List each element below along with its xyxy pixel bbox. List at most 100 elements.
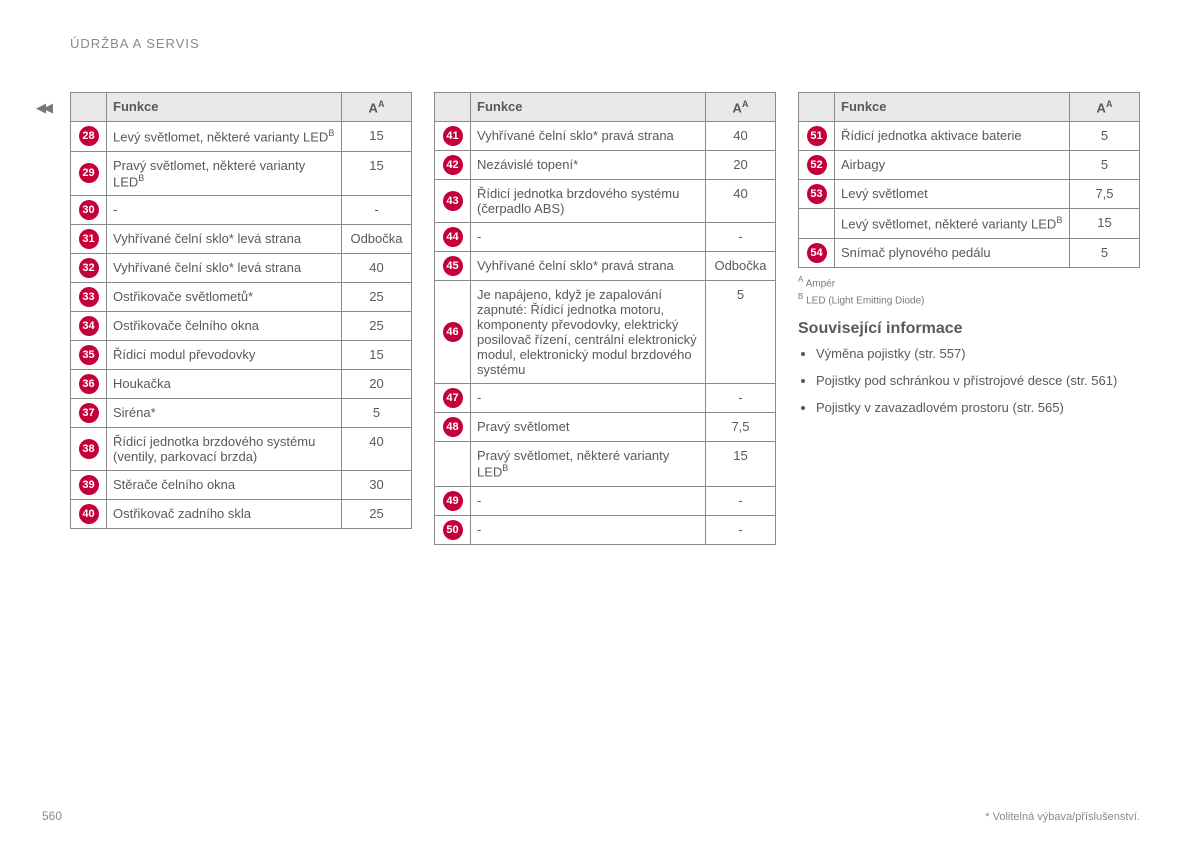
fuse-badge: 53 xyxy=(807,184,827,204)
amp-cell: 5 xyxy=(1070,151,1140,180)
header-blank xyxy=(435,93,471,122)
amp-cell: 20 xyxy=(706,151,776,180)
amp-cell: 15 xyxy=(706,442,776,486)
fuse-badge: 45 xyxy=(443,256,463,276)
fuse-badge: 40 xyxy=(79,504,99,524)
amp-cell: 5 xyxy=(706,281,776,384)
fuse-table-1: Funkce AA 28Levý světlomet, některé vari… xyxy=(70,92,412,529)
fuse-badge: 33 xyxy=(79,287,99,307)
function-cell: Vyhřívané čelní sklo* levá strana xyxy=(107,253,342,282)
function-cell: - xyxy=(471,486,706,515)
fuse-table-3: Funkce AA 51 Řídicí jednotka aktivace bat… xyxy=(798,92,1140,268)
related-item: Výměna pojistky (str. 557) xyxy=(816,344,1140,365)
fuse-number-cell: 41 xyxy=(435,122,471,151)
function-cell: Řídicí jednotka brzdového systému (venti… xyxy=(107,427,342,470)
fuse-number-cell: 51 xyxy=(799,122,835,151)
header-function: Funkce xyxy=(471,93,706,122)
fuse-badge: 43 xyxy=(443,191,463,211)
table-row: 37Siréna*5 xyxy=(71,398,412,427)
fuse-badge: 32 xyxy=(79,258,99,278)
fuse-number-cell: 38 xyxy=(71,427,107,470)
fuse-badge: 52 xyxy=(807,155,827,175)
fuse-number-cell: 52 xyxy=(799,151,835,180)
related-heading: Související informace xyxy=(798,320,1140,338)
table-row: 45Vyhřívané čelní sklo* pravá stranaOdbo… xyxy=(435,252,776,281)
fuse-badge: 51 xyxy=(807,126,827,146)
function-cell: Levý světlomet xyxy=(835,180,1070,209)
function-cell: Ostřikovače světlometů* xyxy=(107,282,342,311)
fuse-badge: 30 xyxy=(79,200,99,220)
fuse-number-cell: 44 xyxy=(435,223,471,252)
fuse-badge: 39 xyxy=(79,475,99,495)
header-amp: AA xyxy=(342,93,412,122)
function-cell: - xyxy=(471,223,706,252)
fuse-number-cell: 53 xyxy=(799,180,835,209)
amp-cell: 5 xyxy=(1070,122,1140,151)
tbody-3: 51 Řídicí jednotka aktivace baterie5 52 Air… xyxy=(799,122,1140,267)
function-cell: Je napájeno, když je zapalování zapnuté:… xyxy=(471,281,706,384)
fuse-table-2: Funkce AA 41Vyhřívané čelní sklo* pravá … xyxy=(434,92,776,545)
fuse-badge: 42 xyxy=(443,155,463,175)
fuse-badge: 37 xyxy=(79,403,99,423)
page: { "meta": { "section_title": "ÚDRŽBA A S… xyxy=(0,0,1200,845)
fuse-badge: 47 xyxy=(443,388,463,408)
fuse-number-cell: 54 xyxy=(799,238,835,267)
fuse-number-cell: 42 xyxy=(435,151,471,180)
function-cell: Vyhřívané čelní sklo* pravá strana xyxy=(471,252,706,281)
amp-cell: 25 xyxy=(342,282,412,311)
amp-cell: 25 xyxy=(342,499,412,528)
amp-cell: - xyxy=(342,195,412,224)
header-function: Funkce xyxy=(835,93,1070,122)
fuse-badge: 49 xyxy=(443,491,463,511)
function-cell: Airbagy xyxy=(835,151,1070,180)
function-cell: Ostřikovač zadního skla xyxy=(107,499,342,528)
legend: A Ampér B LED (Light Emitting Diode) xyxy=(798,274,1140,309)
related-list: Výměna pojistky (str. 557) Pojistky pod s… xyxy=(798,344,1140,418)
fuse-number-cell: 45 xyxy=(435,252,471,281)
amp-cell: Odbočka xyxy=(342,224,412,253)
function-cell: - xyxy=(471,515,706,544)
fuse-number-cell xyxy=(799,209,835,238)
table-row: 54Snímač plynového pedálu5 xyxy=(799,238,1140,267)
amp-cell: 15 xyxy=(342,340,412,369)
fuse-badge: 44 xyxy=(443,227,463,247)
legend-b: LED (Light Emitting Diode) xyxy=(806,295,924,306)
function-cell: Pravý světlomet xyxy=(471,413,706,442)
column-1: Funkce AA 28Levý světlomet, některé vari… xyxy=(70,92,412,545)
section-title: ÚDRŽBA A SERVIS xyxy=(70,36,200,51)
function-cell: Levý světlomet, některé varianty LEDB xyxy=(107,122,342,151)
columns: Funkce AA 28 Levý světlomet, některé vari… xyxy=(70,92,1140,545)
amp-cell: 15 xyxy=(342,151,412,195)
table-row: Levý světlomet, některé varianty LEDB15 xyxy=(799,209,1140,238)
function-cell: Levý světlomet, některé varianty LEDB xyxy=(835,209,1070,238)
fuse-badge: 46 xyxy=(443,322,463,342)
fuse-badge: 29 xyxy=(79,163,99,183)
fuse-number-cell: 49 xyxy=(435,486,471,515)
function-cell: Stěrače čelního okna xyxy=(107,470,342,499)
amp-cell: 40 xyxy=(706,122,776,151)
legend-a: Ampér xyxy=(806,278,835,289)
function-cell: Řídicí jednotka aktivace baterie xyxy=(835,122,1070,151)
function-cell: Řídicí jednotka brzdového systému (čerpa… xyxy=(471,180,706,223)
fuse-number-cell: 43 xyxy=(435,180,471,223)
header-blank xyxy=(799,93,835,122)
table-row: 42Nezávislé topení*20 xyxy=(435,151,776,180)
amp-cell: 30 xyxy=(342,470,412,499)
fuse-number-cell: 32 xyxy=(71,253,107,282)
fuse-number-cell: 50 xyxy=(435,515,471,544)
table-row: 53Levý světlomet7,5 xyxy=(799,180,1140,209)
fuse-badge: 41 xyxy=(443,126,463,146)
fuse-badge: 48 xyxy=(443,417,463,437)
fuse-number-cell: 37 xyxy=(71,398,107,427)
fuse-badge: 28 xyxy=(79,126,99,146)
table-row: 29Pravý světlomet, některé varianty LEDB… xyxy=(71,151,412,195)
related-item: Pojistky pod schránkou v přístrojové des… xyxy=(816,371,1140,392)
fuse-number-cell: 29 xyxy=(71,151,107,195)
function-cell: Řídicí modul převodovky xyxy=(107,340,342,369)
amp-cell: 40 xyxy=(706,180,776,223)
header-amp: AA xyxy=(1070,93,1140,122)
table-row: 39 Stěrače čelního okna30 xyxy=(71,470,412,499)
fuse-number-cell: 28 xyxy=(71,122,107,151)
table-row: 48Pravý světlomet7,5 xyxy=(435,413,776,442)
table-row: 40 Ostřikovač zadního skla25 xyxy=(71,499,412,528)
